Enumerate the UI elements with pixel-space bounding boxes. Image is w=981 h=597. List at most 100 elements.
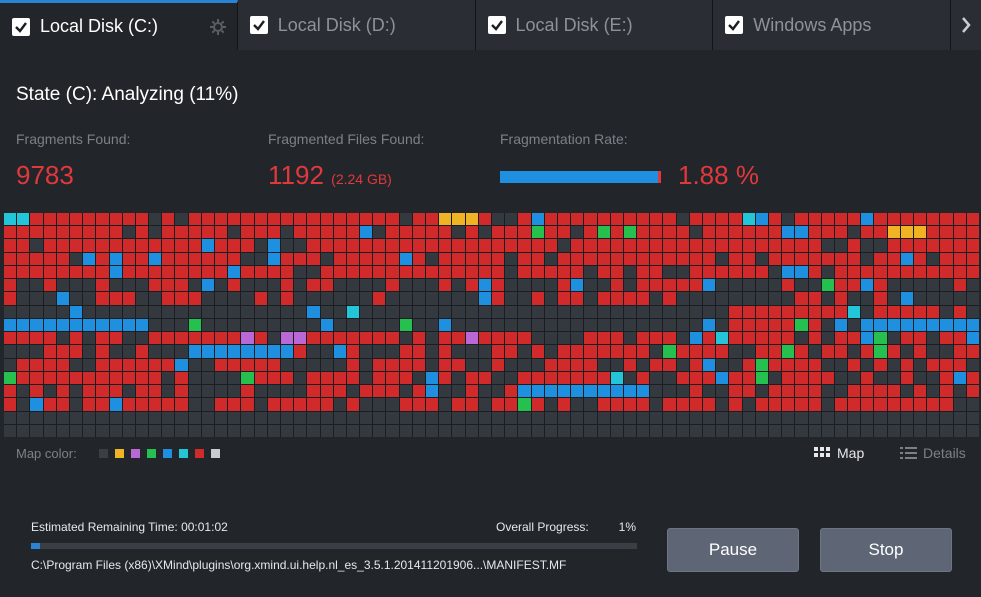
map-cell (927, 265, 940, 279)
map-cell (373, 252, 386, 265)
map-cell (491, 424, 505, 437)
map-cell (17, 239, 30, 252)
map-cell (742, 318, 755, 332)
map-cell (571, 239, 584, 252)
map-cell (439, 345, 452, 358)
map-cell (716, 305, 729, 318)
checkbox-c[interactable] (12, 17, 30, 36)
tab-local-disk-e[interactable]: Local Disk (E:) (475, 0, 714, 50)
map-cell (294, 345, 307, 358)
map-cell (426, 424, 439, 437)
checkbox-e[interactable] (487, 16, 506, 34)
map-cell (254, 371, 267, 385)
spinner-gear-icon (209, 18, 227, 41)
map-view-button[interactable]: Map (814, 445, 864, 461)
map-cell (439, 424, 452, 437)
map-cell (900, 279, 914, 292)
map-cell (439, 213, 452, 226)
map-cell (280, 345, 294, 358)
map-cell (452, 318, 465, 332)
map-cell (320, 292, 333, 305)
map-cell (162, 411, 175, 424)
map-cell (742, 265, 755, 279)
map-cell (597, 265, 610, 279)
tabs-scroll-right-button[interactable] (951, 0, 981, 50)
map-cell (940, 252, 953, 265)
map-cell (452, 239, 465, 252)
map-cell (610, 292, 623, 305)
map-cell (373, 411, 386, 424)
map-cell (544, 305, 557, 318)
map-cell (307, 332, 320, 345)
map-cell (848, 398, 861, 411)
map-cell (96, 265, 109, 279)
map-cell (953, 371, 966, 385)
map-cell (30, 226, 43, 239)
map-cell (966, 318, 979, 332)
map-cell (623, 305, 637, 318)
map-cell (162, 345, 175, 358)
map-cell (56, 265, 69, 279)
map-cell (755, 226, 768, 239)
map-cell (439, 279, 452, 292)
map-cell (4, 398, 17, 411)
map-cell (874, 371, 887, 385)
map-cell (386, 398, 399, 411)
map-cell (861, 345, 874, 358)
map-cell (663, 239, 676, 252)
overall-progress-label: Overall Progress: (496, 520, 589, 534)
map-cell (887, 411, 900, 424)
map-cell (808, 371, 821, 385)
map-cell (412, 411, 426, 424)
map-cell (966, 398, 979, 411)
map-cell (505, 371, 518, 385)
map-cell (808, 279, 821, 292)
map-cell (755, 305, 768, 318)
checkbox-d[interactable] (249, 16, 268, 34)
map-cell (610, 305, 623, 318)
map-cell (373, 345, 386, 358)
map-cell (478, 292, 491, 305)
map-cell (610, 213, 623, 226)
map-cell (254, 411, 267, 424)
map-cell (360, 265, 373, 279)
map-cell (109, 292, 122, 305)
map-cell (439, 332, 452, 345)
map-cell (215, 371, 228, 385)
map-cell (346, 226, 360, 239)
map-cell (307, 385, 320, 398)
map-cell (953, 424, 966, 437)
map-cell (927, 252, 940, 265)
map-cell (412, 292, 426, 305)
map-cell (557, 265, 571, 279)
details-view-button[interactable]: Details (900, 445, 966, 461)
map-cell (703, 213, 716, 226)
map-cell (56, 226, 69, 239)
map-cell (4, 358, 17, 371)
map-cell (43, 265, 56, 279)
map-cell (267, 411, 280, 424)
tab-local-disk-d[interactable]: Local Disk (D:) (237, 0, 476, 50)
map-cell (478, 371, 491, 385)
map-cell (149, 239, 162, 252)
map-cell (795, 279, 808, 292)
map-cell (505, 305, 518, 318)
map-cell (188, 358, 201, 371)
pause-button[interactable]: Pause (667, 528, 799, 572)
stop-button[interactable]: Stop (820, 528, 952, 572)
map-cell (267, 318, 280, 332)
tab-windows-apps[interactable]: Windows Apps (713, 0, 952, 50)
map-cell (703, 292, 716, 305)
map-cell (874, 332, 887, 345)
map-cell (294, 398, 307, 411)
tab-local-disk-c[interactable]: Local Disk (C:) (0, 0, 238, 50)
checkbox-windows-apps[interactable] (725, 16, 744, 34)
map-cell (267, 226, 280, 239)
map-cell (940, 279, 953, 292)
map-cell (346, 424, 360, 437)
fragmentation-rate-label: Fragmentation Rate: (500, 131, 628, 147)
map-cell (254, 345, 267, 358)
map-cell (109, 252, 122, 265)
map-cell (518, 385, 531, 398)
map-cell (320, 239, 333, 252)
